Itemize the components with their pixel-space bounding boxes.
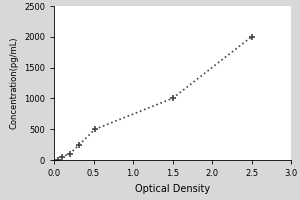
X-axis label: Optical Density: Optical Density — [135, 184, 210, 194]
Y-axis label: Concentration(pg/mL): Concentration(pg/mL) — [9, 37, 18, 129]
